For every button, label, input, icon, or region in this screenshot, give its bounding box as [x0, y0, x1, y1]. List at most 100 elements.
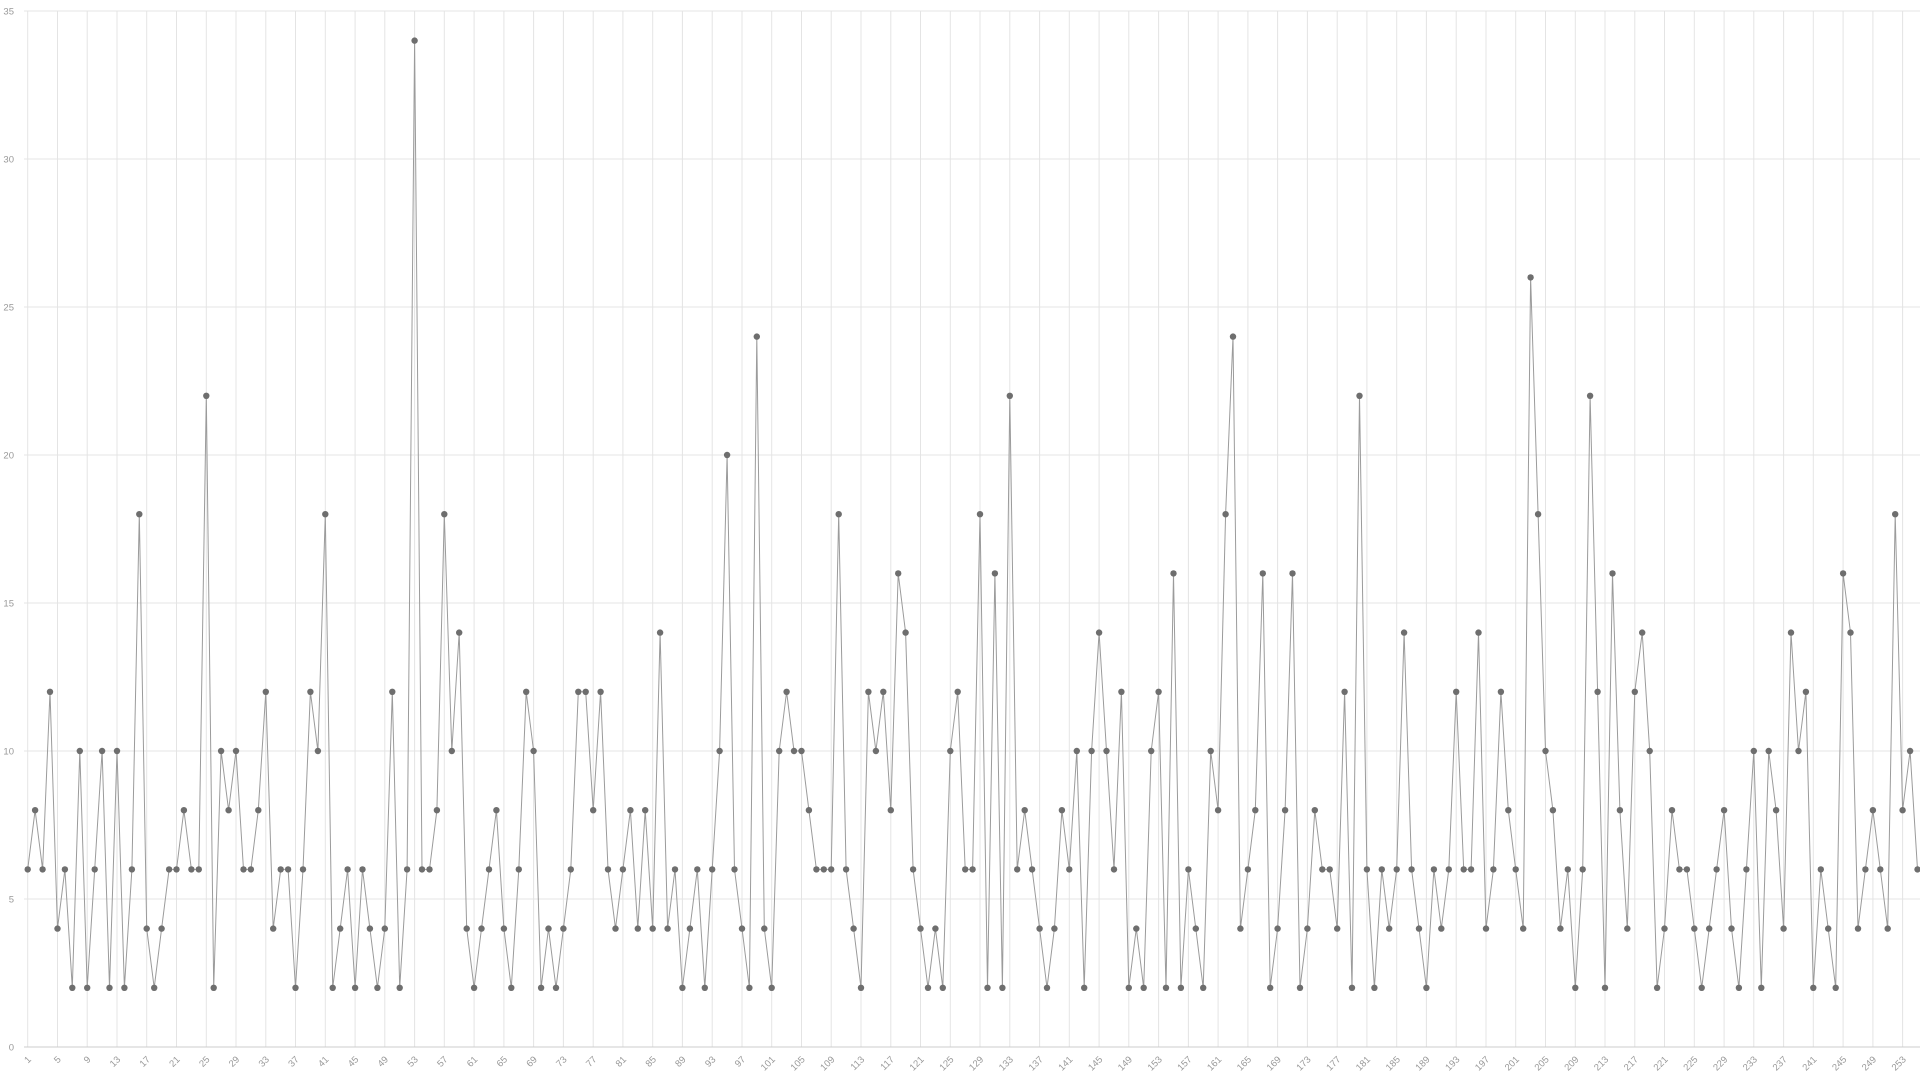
- data-point: [1207, 747, 1214, 755]
- data-point: [597, 688, 604, 695]
- x-tick-label: 205: [1533, 1054, 1552, 1073]
- data-point: [1653, 984, 1661, 991]
- x-tick-label: 49: [376, 1054, 391, 1069]
- data-point: [902, 629, 909, 636]
- data-point: [1906, 747, 1914, 755]
- data-point: [1289, 570, 1296, 577]
- x-tick-label: 105: [789, 1054, 808, 1073]
- data-point: [1594, 688, 1601, 695]
- data-point: [426, 866, 433, 873]
- x-tick-label: 245: [1830, 1054, 1849, 1073]
- x-tick-label: 153: [1146, 1054, 1165, 1073]
- data-point: [1780, 925, 1787, 932]
- x-tick-label: 129: [967, 1054, 986, 1073]
- data-point: [180, 807, 188, 814]
- data-point: [947, 747, 954, 755]
- y-tick-label: 10: [3, 747, 14, 758]
- data-point: [1095, 629, 1103, 636]
- x-tick-label: 237: [1771, 1054, 1790, 1073]
- data-point: [1564, 866, 1572, 873]
- data-point: [1214, 807, 1222, 814]
- data-point: [805, 807, 813, 814]
- data-point: [366, 925, 374, 932]
- data-point: [1081, 984, 1088, 991]
- x-tick-label: 253: [1890, 1054, 1909, 1073]
- data-point: [270, 925, 277, 932]
- data-point: [1363, 866, 1371, 873]
- x-tick-label: 13: [108, 1054, 123, 1069]
- data-point: [731, 866, 738, 873]
- data-point: [1110, 866, 1118, 873]
- data-point: [1877, 866, 1884, 873]
- data-point: [1378, 866, 1386, 873]
- data-point: [746, 984, 753, 991]
- x-tick-label: 213: [1592, 1054, 1611, 1073]
- data-point: [98, 747, 106, 755]
- data-point: [441, 511, 448, 518]
- data-point: [1252, 807, 1259, 814]
- data-point: [1505, 807, 1512, 814]
- x-tick-label: 169: [1265, 1054, 1284, 1073]
- data-point: [1185, 866, 1192, 873]
- x-tick-label: 145: [1086, 1054, 1105, 1073]
- data-point: [1884, 925, 1891, 932]
- data-point: [776, 747, 783, 755]
- x-tick-label: 81: [614, 1054, 629, 1069]
- data-point: [1698, 984, 1705, 991]
- data-point: [999, 984, 1006, 991]
- data-point: [1177, 984, 1185, 991]
- data-points: [24, 37, 1920, 991]
- data-point: [1043, 984, 1051, 991]
- data-point: [709, 866, 716, 873]
- x-tick-label: 69: [524, 1054, 539, 1069]
- data-point: [255, 807, 262, 814]
- data-point: [1311, 807, 1319, 814]
- data-point: [813, 866, 820, 873]
- data-point: [1125, 984, 1133, 991]
- data-point: [1743, 866, 1750, 873]
- data-point: [537, 984, 545, 991]
- x-tick-label: 209: [1562, 1054, 1581, 1073]
- data-point: [359, 866, 366, 873]
- data-point: [1237, 925, 1244, 932]
- data-point: [113, 747, 121, 755]
- data-point: [768, 984, 775, 991]
- data-point: [1259, 570, 1267, 577]
- data-point: [1601, 984, 1609, 991]
- data-point: [1728, 925, 1735, 932]
- data-point: [195, 866, 202, 873]
- data-point: [1415, 925, 1423, 932]
- data-point: [247, 866, 255, 873]
- data-point: [284, 866, 292, 873]
- x-tick-label: 57: [435, 1054, 450, 1069]
- data-point: [188, 866, 195, 873]
- data-series-line: [27, 40, 1918, 988]
- x-tick-label: 29: [227, 1054, 242, 1069]
- data-point: [1021, 807, 1028, 814]
- x-tick-label: 97: [733, 1054, 748, 1069]
- data-point: [24, 866, 31, 873]
- data-point: [1371, 984, 1378, 991]
- data-point: [604, 866, 612, 873]
- data-point: [1036, 925, 1043, 932]
- data-point: [374, 984, 381, 991]
- x-tick-label: 41: [316, 1054, 331, 1069]
- data-point: [478, 925, 485, 932]
- data-point: [590, 807, 597, 814]
- data-point: [783, 688, 790, 695]
- data-point: [470, 984, 478, 991]
- x-tick-label: 221: [1652, 1054, 1671, 1073]
- data-point: [924, 984, 932, 991]
- data-point: [1720, 807, 1728, 814]
- data-point: [1758, 984, 1765, 991]
- data-point: [1244, 866, 1252, 873]
- data-point: [552, 984, 560, 991]
- data-point: [225, 807, 232, 814]
- x-tick-label: 89: [673, 1054, 688, 1069]
- data-point: [1772, 807, 1780, 814]
- y-tick-label: 5: [9, 895, 14, 906]
- data-point: [1899, 807, 1906, 814]
- x-tick-label: 113: [849, 1054, 867, 1072]
- data-point: [701, 984, 708, 991]
- data-point: [1892, 511, 1899, 518]
